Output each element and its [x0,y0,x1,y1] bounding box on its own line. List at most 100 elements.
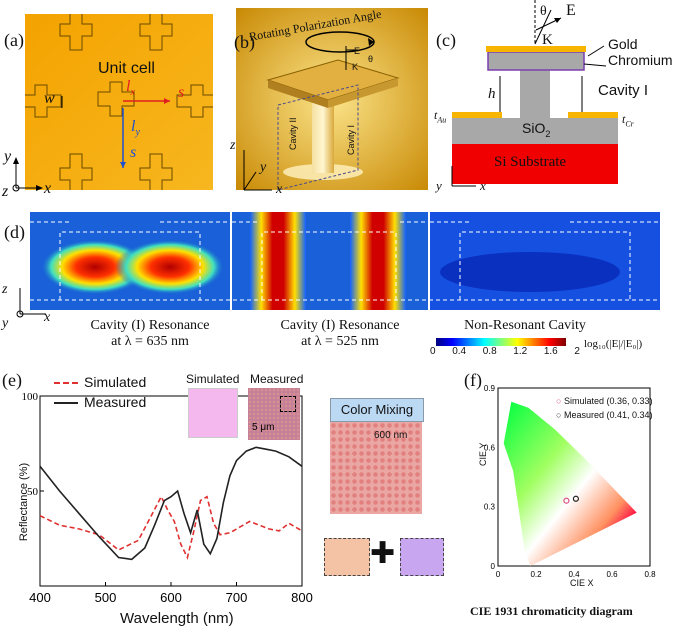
cb-tick: 1.6 [543,346,558,357]
gold-label: Gold [608,36,638,52]
cie-y-tick-label: 0.6 [484,443,496,452]
x-tick-label: 500 [95,590,117,605]
cb-tick: 0.4 [452,346,467,357]
y-tick-label: 50 [27,486,39,498]
axis-z-label-b: z [230,138,236,153]
y-tick-label: 100 [22,391,39,403]
panel-e: (e) 400 500 600 700 800 100 50 Reflectance (%)… [0,366,444,638]
panel-c: (c) θ E K Gold Chromium Cavity I h tAu t… [434,0,680,200]
axis-x-label: x [44,180,52,197]
caption-map-2: Cavity (I) Resonance at λ = 525 nm [280,318,400,349]
legend-f: ○ Simulated (0.36, 0.33) ○ Measured (0.4… [556,394,653,422]
substrate-label: Si Substrate [494,154,567,170]
x-tick-label: 600 [160,590,182,605]
y-axis-label-e: Reflectance (%) [18,462,30,542]
cavity-i-label-b: Cavity I [346,124,356,155]
caption-map-1: Cavity (I) Resonance at λ = 635 nm [90,318,210,349]
unit-cell-figure [12,14,213,192]
panel-d-label: (d) [4,222,25,242]
cie-y-tick-label: 0.9 [484,384,496,393]
axes-d [16,288,46,318]
cie-y-label: CIE Y [478,442,488,466]
e-field-label-b: E [354,46,361,56]
cie-y-tick-label: 0 [491,562,496,571]
scale-5um: 5 μm [252,422,275,433]
reflectance-chart: 400 500 600 700 800 100 50 [22,391,313,605]
panel-e-label: (e) [2,370,22,390]
s-vertical-label: s [130,144,137,161]
legend-e: Simulated Measured [54,372,146,412]
panel-d: (d) z y x Cavity (I) Resonance at λ = 63… [0,200,680,360]
lx-label: lx [126,78,135,99]
ly-label: ly [131,118,140,139]
k-label-b: K [352,62,359,72]
w-label: w [44,90,55,107]
axis-y-label-c: y [436,178,442,193]
cb-tick: 0 [430,346,436,357]
cie-x-tick-label: 0.8 [644,570,656,579]
colorbar [436,338,566,346]
cb-tick: 1.2 [513,346,528,357]
inset-simulated-label: Simulated [186,372,240,386]
axis-x-label-b: x [276,182,283,197]
x-tick-label: 700 [226,590,248,605]
x-axis-label-e: Wavelength (nm) [120,610,234,627]
axis-x-label-d: x [44,310,51,325]
axis-z-label: z [2,183,9,200]
axis-z-label-d: z [2,282,8,297]
panel-a: (a) Unit cell w lx s ly s y z x [0,0,225,200]
cie-caption: CIE 1931 chromaticity diagram [470,604,633,618]
color-mixing-image [330,422,422,514]
caption-map-3: Non-Resonant Cavity [464,318,586,333]
panel-a-label: (a) [4,30,24,50]
field-maps [30,212,660,310]
inset-measured-label: Measured [250,372,304,386]
measured-color-image [248,388,300,440]
k-label-c: K [542,32,553,48]
unit-cell-title: Unit cell [98,60,155,77]
colorbar-label: log₁₀(|E|/|E₀|) [584,338,643,350]
h-label: h [488,86,496,102]
panel-c-label: (c) [436,30,456,50]
colorbar-ticks: 0 0.4 0.8 1.2 1.6 2 [430,346,580,357]
cie-y-tick-label: 0.3 [484,503,496,512]
series-line-simulated [39,494,303,560]
e-field-label-c: E [566,2,576,19]
legend-simulated: Simulated [54,372,146,392]
x-tick-label: 400 [29,590,51,605]
tcr-label: tCr [622,112,634,129]
legend-f-simulated: ○ Simulated (0.36, 0.33) [556,396,653,406]
cie-point-simulated [563,497,570,504]
panel-f: (f) 0 0.2 0.4 0.6 0.8 0 0.3 0.6 0.9 ○ Simulated … [460,366,680,638]
cie-chart: 0 0.2 0.4 0.6 0.8 0 0.3 0.6 0.9 [484,384,656,579]
cie-x-tick-label: 0 [496,570,501,579]
tau-label: tAu [434,108,447,125]
panel-b-label: (b) [234,32,255,52]
series-line-measured [39,446,303,561]
legend-f-measured: ○ Measured (0.41, 0.34) [556,410,653,420]
chromium-label: Chromium [608,52,673,68]
cross-section-figure [451,0,618,187]
simulated-color-swatch [188,388,238,438]
axis-y-label-b: y [260,160,267,175]
panel-b: (b) Rotating Polarization Angle E θ K Ca… [228,0,433,200]
cie-x-tick-label: 0.2 [530,570,542,579]
measured-inset-box [280,396,296,412]
s-horizontal-label: s [178,84,185,101]
mix-color-2 [400,538,444,576]
theta-label-b: θ [368,54,374,64]
mix-color-1 [324,538,370,576]
scale-600nm: 600 nm [374,430,408,441]
cie-x-tick-label: 0.4 [568,570,580,579]
axis-y-label-d: y [2,316,9,331]
theta-label-c: θ [540,4,547,19]
cie-x-tick-label: 0.6 [606,570,618,579]
cb-tick: 0.8 [482,346,497,357]
cavity-ii-label: Cavity II [288,117,298,150]
legend-measured: Measured [54,392,146,412]
cie-point-measured [572,495,580,502]
axis-y-label: y [4,148,12,165]
cavity-i-label-c: Cavity I [598,82,649,99]
panel-f-label: (f) [464,370,482,390]
cb-tick: 2 [574,346,580,357]
